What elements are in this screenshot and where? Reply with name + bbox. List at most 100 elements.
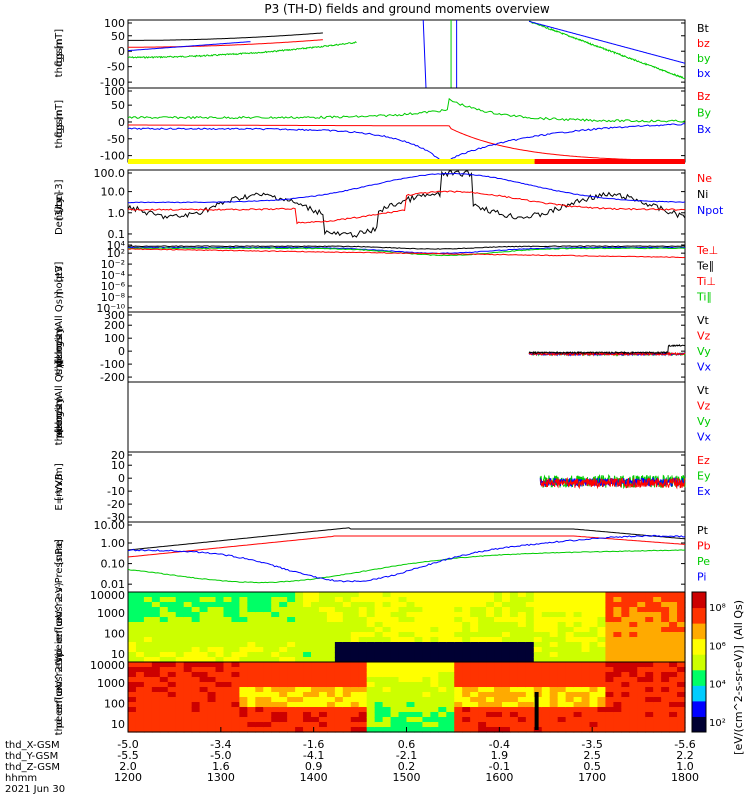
spec-cell: [613, 622, 622, 628]
spec-cell: [247, 627, 256, 633]
spec-cell: [462, 667, 471, 673]
spec-cell: [215, 712, 225, 718]
spec-cell: [613, 667, 622, 673]
spec-cell: [358, 722, 368, 728]
spec-cell: [223, 727, 233, 733]
spec-cell: [677, 702, 686, 708]
spec-cell: [374, 707, 384, 713]
spec-cell: [255, 687, 264, 693]
spec-cell: [677, 622, 686, 628]
spec-cell: [358, 622, 368, 628]
spec-cell: [318, 722, 328, 728]
xaxis-value: -1.6: [303, 738, 324, 751]
spec-cell: [191, 652, 201, 658]
spec-cell: [669, 722, 678, 728]
spec-cell: [175, 627, 185, 633]
spec-cell: [183, 677, 193, 683]
spec-cell: [549, 632, 559, 638]
spec-cell: [661, 702, 670, 708]
spec-cell: [613, 702, 622, 708]
spec-cell: [621, 707, 630, 713]
spec-cell: [366, 612, 376, 618]
y-label-line: gsm: [54, 38, 65, 59]
spec-cell: [287, 697, 296, 703]
spec-cell: [255, 682, 264, 688]
spec-cell: [605, 667, 614, 673]
spec-cell: [525, 597, 535, 603]
spec-cell: [605, 692, 614, 698]
spec-cell: [334, 602, 344, 608]
xaxis-value: -0.1: [489, 760, 510, 773]
legend-ex: Ex: [697, 485, 711, 498]
ne-line: [127, 190, 686, 225]
spec-cell: [454, 617, 463, 623]
spec-cell: [501, 682, 511, 688]
spec-cell: [597, 707, 607, 713]
spec-cell: [454, 707, 463, 713]
spec-cell: [486, 727, 495, 733]
bx-line-late: [528, 20, 686, 64]
spec-cell: [541, 727, 551, 733]
spec-cell: [358, 672, 368, 678]
y-axis-label: moqt3[eV]: [54, 262, 65, 299]
spec-cell: [573, 707, 583, 713]
spec-cell: [326, 642, 336, 648]
spec-cell: [525, 637, 535, 643]
y-label-line: peir: [54, 636, 65, 656]
spec-cell: [414, 697, 424, 703]
spec-cell: [533, 607, 543, 613]
spec-cell: [183, 652, 193, 658]
spec-cell: [295, 652, 304, 658]
spec-cell: [573, 637, 583, 643]
spec-cell: [677, 637, 686, 643]
spec-cell: [541, 672, 551, 678]
spec-cell: [167, 727, 177, 733]
spec-cell: [589, 652, 599, 658]
spec-cell: [557, 707, 567, 713]
spec-cell: [494, 697, 503, 703]
spec-cell: [629, 722, 638, 728]
spec-cell: [374, 717, 384, 723]
spec-cell: [470, 687, 479, 693]
spec-cell: [446, 602, 455, 608]
spec-cell: [342, 662, 352, 668]
spec-cell: [255, 647, 264, 653]
legend-vt: Vt: [697, 314, 710, 327]
spec-cell: [207, 602, 217, 608]
spec-cell: [207, 612, 217, 618]
spec-cell: [342, 712, 352, 718]
spec-cell: [135, 712, 145, 718]
spec-cell: [677, 597, 686, 603]
spec-cell: [430, 707, 439, 713]
spec-cell: [430, 702, 439, 708]
spec-cell: [342, 687, 352, 693]
spec-cell: [533, 652, 543, 658]
spec-cell: [637, 677, 646, 683]
spec-cell: [573, 662, 583, 668]
spec-cell: [446, 597, 455, 603]
spec-cell: [287, 712, 296, 718]
spec-cell: [167, 712, 177, 718]
spec-cell: [629, 717, 638, 723]
spec-cell: [470, 647, 479, 653]
y-label-line: E=-VxB: [54, 473, 65, 510]
spec-cell: [517, 612, 527, 618]
spec-cell: [231, 607, 240, 613]
spec-cell: [525, 672, 535, 678]
spec-cell: [199, 717, 209, 723]
spec-cell: [541, 657, 551, 663]
spec-cell: [470, 712, 479, 718]
spec-cell: [645, 612, 654, 618]
spec-cell: [271, 692, 280, 698]
spec-cell: [247, 657, 256, 663]
spec-cell: [517, 637, 527, 643]
spec-cell: [199, 597, 209, 603]
spec-cell: [557, 717, 567, 723]
legend-vx: Vx: [697, 361, 712, 374]
spec-cell: [501, 687, 511, 693]
spec-cell: [517, 707, 527, 713]
spec-cell: [311, 617, 320, 623]
y-tick-label: 100: [104, 332, 125, 345]
spec-cell: [430, 627, 439, 633]
